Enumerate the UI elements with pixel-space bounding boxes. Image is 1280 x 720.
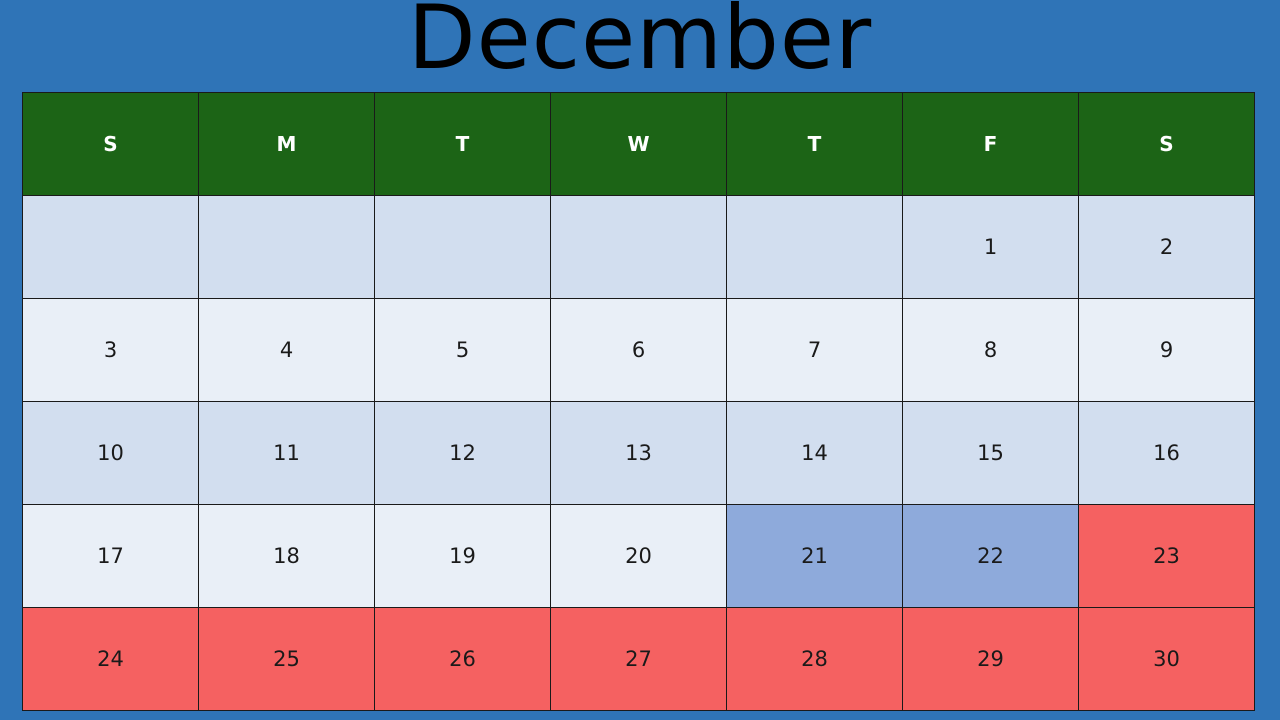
day-cell: 9 [1078, 298, 1255, 402]
day-cell: 14 [726, 401, 903, 505]
week-row-1: 1 2 [22, 195, 1255, 299]
day-cell: 6 [550, 298, 727, 402]
day-cell-marked: 23 [1078, 504, 1255, 608]
day-cell: 5 [374, 298, 551, 402]
day-cell-marked: 24 [22, 607, 199, 711]
day-cell: 8 [902, 298, 1079, 402]
day-cell: 16 [1078, 401, 1255, 505]
weekday-tuesday: T [374, 92, 551, 196]
day-cell-empty [550, 195, 727, 299]
day-cell: 20 [550, 504, 727, 608]
weekday-header-row: S M T W T F S [22, 92, 1255, 196]
weekday-thursday: T [726, 92, 903, 196]
weekday-monday: M [198, 92, 375, 196]
week-row-5: 24 25 26 27 28 29 30 [22, 607, 1255, 711]
day-cell-highlighted: 22 [902, 504, 1079, 608]
day-cell-marked: 26 [374, 607, 551, 711]
day-cell-marked: 29 [902, 607, 1079, 711]
week-row-3: 10 11 12 13 14 15 16 [22, 401, 1255, 505]
day-cell: 2 [1078, 195, 1255, 299]
day-cell: 15 [902, 401, 1079, 505]
day-cell-empty [726, 195, 903, 299]
day-cell-highlighted: 21 [726, 504, 903, 608]
day-cell: 1 [902, 195, 1079, 299]
day-cell: 11 [198, 401, 375, 505]
day-cell-empty [22, 195, 199, 299]
day-cell-marked: 30 [1078, 607, 1255, 711]
calendar-grid: S M T W T F S 1 2 3 4 5 6 7 8 9 1 [22, 92, 1255, 711]
day-cell-empty [198, 195, 375, 299]
day-cell: 19 [374, 504, 551, 608]
week-row-2: 3 4 5 6 7 8 9 [22, 298, 1255, 402]
day-cell: 10 [22, 401, 199, 505]
day-cell: 18 [198, 504, 375, 608]
day-cell: 13 [550, 401, 727, 505]
day-cell: 3 [22, 298, 199, 402]
day-cell: 12 [374, 401, 551, 505]
day-cell-marked: 28 [726, 607, 903, 711]
month-title: December [407, 0, 873, 89]
day-cell-marked: 25 [198, 607, 375, 711]
weekday-sunday: S [22, 92, 199, 196]
day-cell-marked: 27 [550, 607, 727, 711]
day-cell: 17 [22, 504, 199, 608]
day-cell-empty [374, 195, 551, 299]
weekday-wednesday: W [550, 92, 727, 196]
day-cell: 4 [198, 298, 375, 402]
weekday-saturday: S [1078, 92, 1255, 196]
week-row-4: 17 18 19 20 21 22 23 [22, 504, 1255, 608]
day-cell: 7 [726, 298, 903, 402]
weekday-friday: F [902, 92, 1079, 196]
